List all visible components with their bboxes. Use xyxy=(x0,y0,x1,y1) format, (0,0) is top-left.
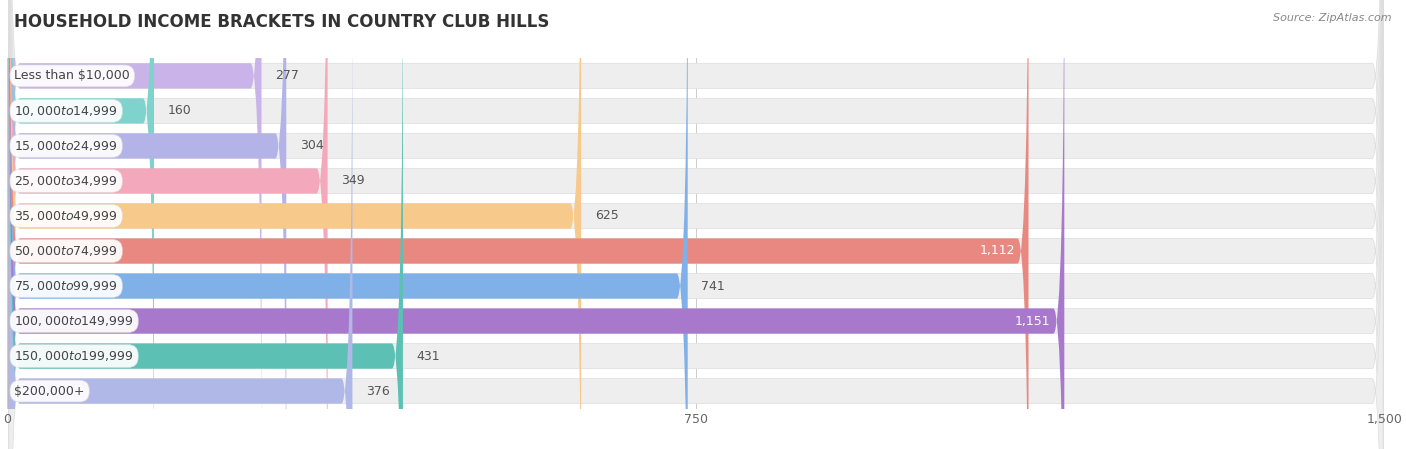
Text: HOUSEHOLD INCOME BRACKETS IN COUNTRY CLUB HILLS: HOUSEHOLD INCOME BRACKETS IN COUNTRY CLU… xyxy=(14,13,550,31)
Text: $75,000 to $99,999: $75,000 to $99,999 xyxy=(14,279,118,293)
Text: $10,000 to $14,999: $10,000 to $14,999 xyxy=(14,104,118,118)
FancyBboxPatch shape xyxy=(8,0,581,449)
Text: 1,112: 1,112 xyxy=(979,245,1015,257)
Text: $200,000+: $200,000+ xyxy=(14,385,84,397)
Text: 625: 625 xyxy=(595,210,619,222)
FancyBboxPatch shape xyxy=(8,0,155,449)
FancyBboxPatch shape xyxy=(8,0,1384,449)
FancyBboxPatch shape xyxy=(8,0,1384,449)
FancyBboxPatch shape xyxy=(8,0,1384,449)
FancyBboxPatch shape xyxy=(8,0,688,449)
FancyBboxPatch shape xyxy=(8,0,404,449)
Text: $50,000 to $74,999: $50,000 to $74,999 xyxy=(14,244,118,258)
FancyBboxPatch shape xyxy=(8,0,1384,449)
Text: Source: ZipAtlas.com: Source: ZipAtlas.com xyxy=(1274,13,1392,23)
Text: 1,151: 1,151 xyxy=(1015,315,1050,327)
Text: $100,000 to $149,999: $100,000 to $149,999 xyxy=(14,314,134,328)
Text: 376: 376 xyxy=(366,385,389,397)
Text: 277: 277 xyxy=(276,70,299,82)
Text: 160: 160 xyxy=(167,105,191,117)
FancyBboxPatch shape xyxy=(8,0,262,449)
Text: $25,000 to $34,999: $25,000 to $34,999 xyxy=(14,174,118,188)
FancyBboxPatch shape xyxy=(8,0,1384,449)
FancyBboxPatch shape xyxy=(8,0,287,449)
FancyBboxPatch shape xyxy=(8,0,328,449)
FancyBboxPatch shape xyxy=(8,0,1384,449)
FancyBboxPatch shape xyxy=(8,0,1384,449)
FancyBboxPatch shape xyxy=(8,0,1064,449)
FancyBboxPatch shape xyxy=(8,0,353,449)
FancyBboxPatch shape xyxy=(8,0,1029,449)
FancyBboxPatch shape xyxy=(8,0,1384,449)
Text: 741: 741 xyxy=(702,280,725,292)
Text: 349: 349 xyxy=(342,175,366,187)
Text: Less than $10,000: Less than $10,000 xyxy=(14,70,131,82)
Text: $35,000 to $49,999: $35,000 to $49,999 xyxy=(14,209,118,223)
FancyBboxPatch shape xyxy=(8,0,1384,449)
Text: $15,000 to $24,999: $15,000 to $24,999 xyxy=(14,139,118,153)
FancyBboxPatch shape xyxy=(8,0,1384,449)
Text: 431: 431 xyxy=(416,350,440,362)
Text: 304: 304 xyxy=(299,140,323,152)
Text: $150,000 to $199,999: $150,000 to $199,999 xyxy=(14,349,134,363)
